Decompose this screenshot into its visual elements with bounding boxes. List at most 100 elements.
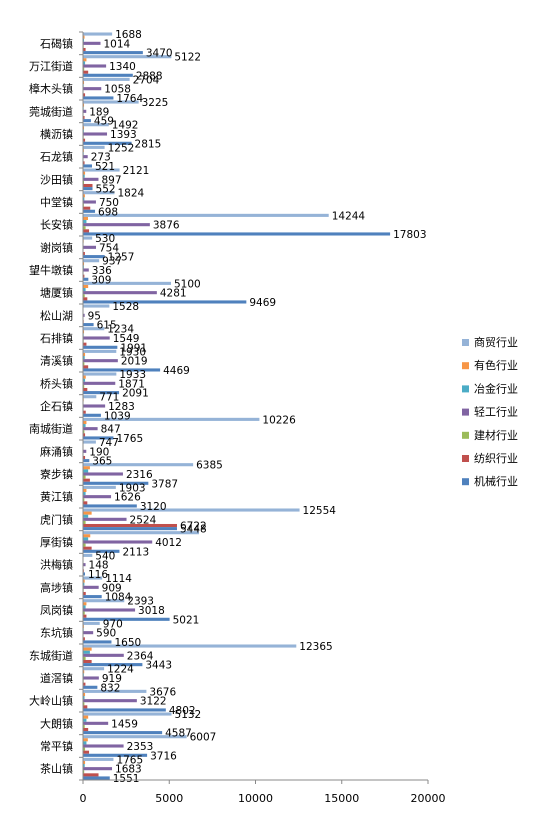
data-label: 17803	[393, 229, 426, 241]
category-label: 东坑镇	[40, 626, 73, 640]
legend-swatch	[462, 432, 469, 439]
category-label: 万江街道	[29, 59, 73, 73]
category-label: 常平镇	[40, 739, 73, 753]
data-label: 12365	[299, 641, 332, 653]
data-label: 2704	[133, 74, 160, 86]
bar-轻工行业-石排镇	[83, 336, 110, 339]
data-label: 4012	[155, 537, 182, 549]
bar-机械行业-麻涌镇	[83, 459, 89, 462]
data-label: 1459	[111, 718, 138, 730]
data-label: 6722	[180, 521, 207, 533]
category-label: 东城街道	[29, 648, 73, 662]
data-label: 309	[91, 274, 111, 286]
bar-有色行业-虎门镇	[83, 512, 92, 515]
x-tick-label: 10000	[238, 792, 273, 805]
category-label: 寮步镇	[40, 467, 73, 481]
bar-纺织行业-大岭山镇	[83, 705, 87, 708]
category-label: 黄江镇	[40, 490, 73, 504]
bar-冶金行业-厚街镇	[83, 537, 88, 540]
bar-轻工行业-清溪镇	[83, 359, 118, 362]
data-label: 2091	[122, 388, 149, 400]
legend-swatch	[462, 385, 469, 392]
bar-机械行业-长安镇	[83, 232, 390, 235]
bar-冶金行业-常平镇	[83, 741, 86, 744]
bar-商贸行业-黄江镇	[83, 486, 116, 489]
bar-轻工行业-南城街道	[83, 427, 98, 430]
bar-商贸行业-石碣镇	[83, 32, 112, 35]
data-label: 1252	[108, 142, 135, 154]
bar-冶金行业-东城街道	[83, 651, 90, 654]
bar-机械行业-虎门镇	[83, 527, 177, 530]
bar-纺织行业-凤岗镇	[83, 615, 86, 618]
bar-机械行业-石碣镇	[83, 51, 143, 54]
bar-轻工行业-茶山镇	[83, 767, 112, 770]
legend-label: 商贸行业	[474, 335, 518, 349]
category-label: 石龙镇	[40, 150, 73, 164]
bar-商贸行业-茶山镇	[83, 758, 113, 761]
data-label: 6007	[190, 732, 217, 744]
bar-纺织行业-塘厦镇	[83, 297, 87, 300]
bar-纺织行业-大朗镇	[83, 728, 88, 731]
category-label: 茶山镇	[40, 762, 73, 776]
bar-机械行业-松山湖	[83, 323, 94, 326]
data-label: 2121	[123, 165, 150, 177]
bar-轻工行业-东城街道	[83, 654, 124, 657]
bar-机械行业-樟木头镇	[83, 96, 113, 99]
bar-有色行业-凤岗镇	[83, 602, 86, 605]
data-label: 3787	[151, 478, 178, 490]
data-label: 3716	[150, 750, 177, 762]
bar-机械行业-万江街道	[83, 74, 133, 77]
bar-有色行业-塘厦镇	[83, 285, 88, 288]
data-label: 3122	[140, 696, 167, 708]
bar-纺织行业-东城街道	[83, 660, 92, 663]
bar-有色行业-厚街镇	[83, 534, 90, 537]
bar-商贸行业-桥头镇	[83, 372, 116, 375]
bar-轻工行业-塘厦镇	[83, 291, 157, 294]
data-label: 1014	[103, 38, 130, 50]
bar-有色行业-大朗镇	[83, 716, 88, 719]
bar-机械行业-企石镇	[83, 414, 101, 417]
bar-轻工行业-沙田镇	[83, 178, 98, 181]
bar-机械行业-中堂镇	[83, 210, 95, 213]
bar-轻工行业-企石镇	[83, 404, 105, 407]
bar-轻工行业-东坑镇	[83, 631, 93, 634]
data-label: 1764	[116, 93, 143, 105]
bar-商贸行业-洪梅镇	[83, 554, 92, 557]
bar-轻工行业-大岭山镇	[83, 699, 137, 702]
bar-有色行业-黄江镇	[83, 489, 86, 492]
data-label: 4469	[163, 365, 190, 377]
category-label: 麻涌镇	[40, 444, 73, 458]
bar-机械行业-莞城街道	[83, 119, 91, 122]
data-label: 2316	[126, 469, 153, 481]
bar-纺织行业-石排镇	[83, 343, 86, 346]
data-label: 5122	[174, 52, 201, 64]
category-label: 企石镇	[40, 399, 73, 413]
data-label: 2019	[121, 356, 148, 368]
bar-机械行业-大岭山镇	[83, 708, 166, 711]
bar-机械行业-高埗镇	[83, 595, 102, 598]
legend-swatch	[462, 339, 469, 346]
category-label: 虎门镇	[40, 512, 73, 526]
data-label: 3018	[138, 605, 165, 617]
data-label: 1626	[114, 492, 141, 504]
data-label: 3443	[145, 660, 172, 672]
x-tick-label: 15000	[324, 792, 359, 805]
bar-商贸行业-大朗镇	[83, 712, 172, 715]
category-label: 樟木头镇	[29, 82, 73, 96]
bar-纺织行业-常平镇	[83, 751, 89, 754]
data-label: 1393	[110, 129, 137, 141]
bar-纺织行业-黄江镇	[83, 501, 87, 504]
bar-机械行业-大朗镇	[83, 731, 162, 734]
bar-有色行业-寮步镇	[83, 466, 90, 469]
bar-纺织行业-厚街镇	[83, 547, 92, 550]
legend-label: 冶金行业	[474, 381, 518, 395]
category-label: 沙田镇	[40, 172, 73, 186]
data-label: 9469	[249, 297, 276, 309]
bar-机械行业-黄江镇	[83, 504, 137, 507]
bar-机械行业-东坑镇	[83, 640, 111, 643]
category-label: 莞城街道	[29, 104, 73, 118]
bar-冶金行业-虎门镇	[83, 515, 88, 518]
data-label: 3876	[153, 220, 180, 232]
bar-纺织行业-寮步镇	[83, 479, 90, 482]
bar-商贸行业-道滘镇	[83, 667, 104, 670]
